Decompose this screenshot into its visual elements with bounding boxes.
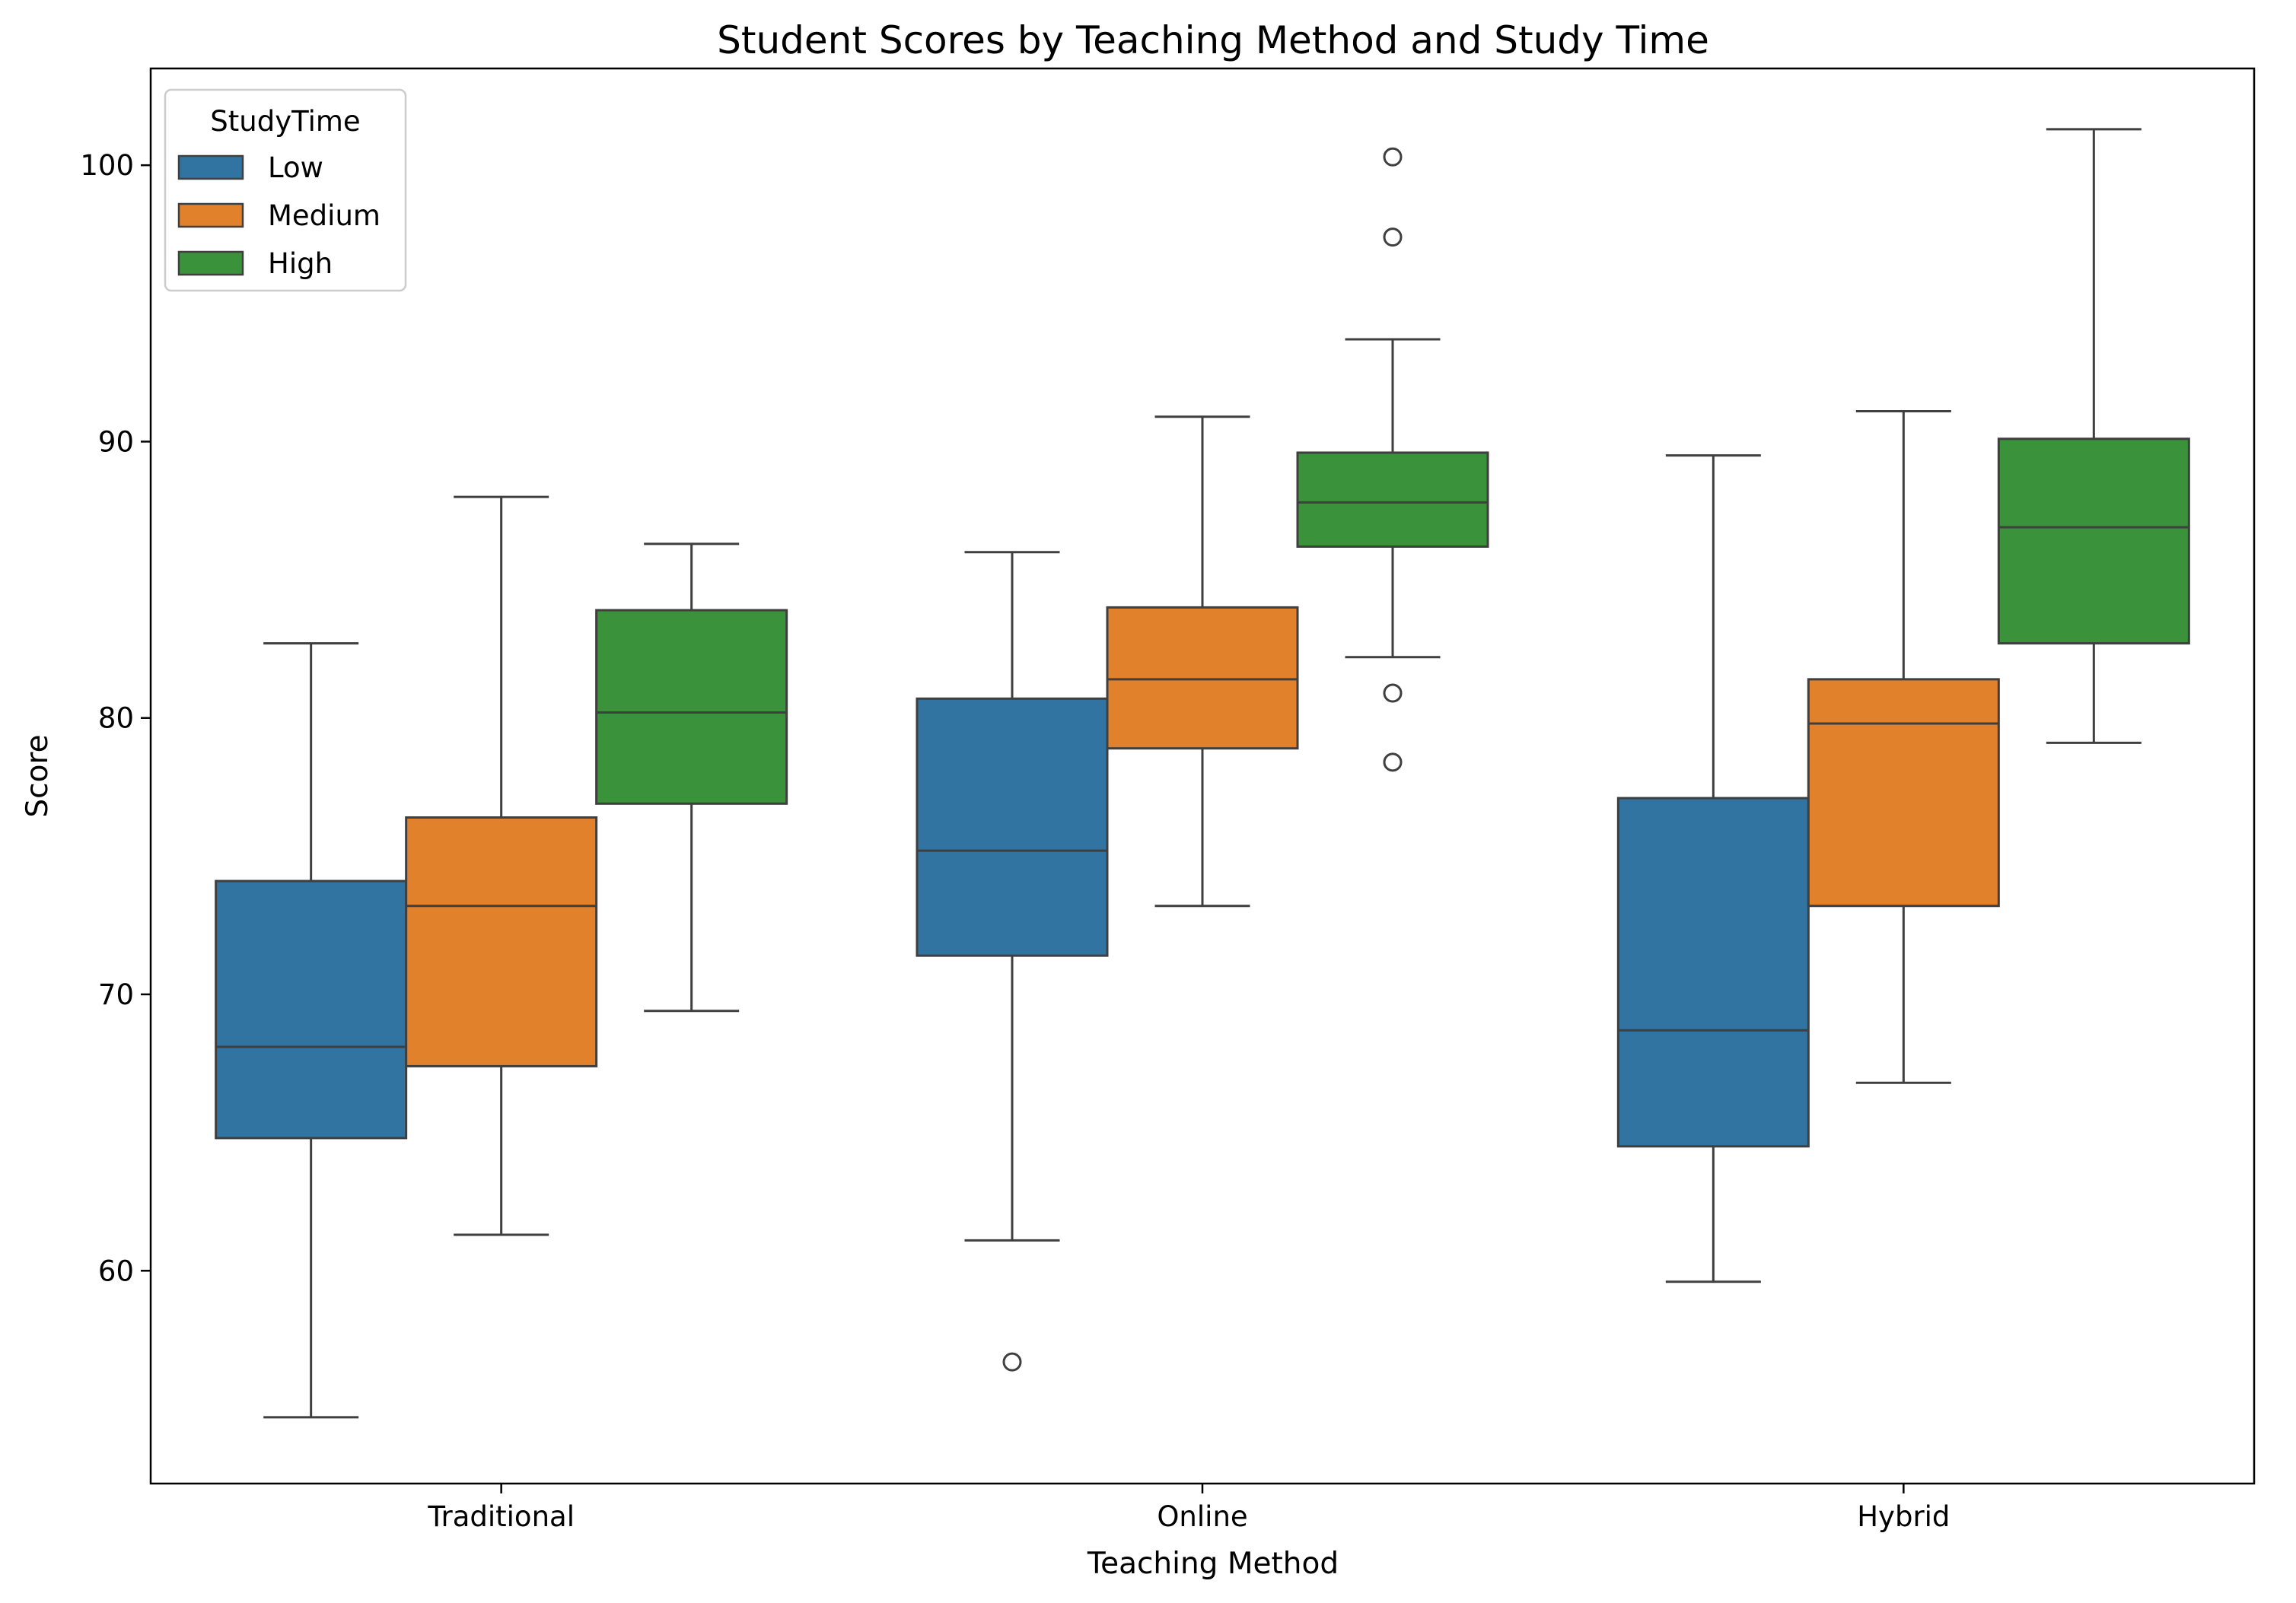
outlier-point xyxy=(1383,752,1403,772)
legend-label-medium: Medium xyxy=(268,199,381,232)
legend-items: Low Medium High xyxy=(177,151,381,280)
y-tick-label: 100 xyxy=(80,149,134,182)
outlier-point xyxy=(1383,227,1403,247)
iqr-box xyxy=(1807,678,2000,908)
x-tick-label: Online xyxy=(1157,1500,1247,1533)
iqr-box xyxy=(1106,606,1299,750)
legend-title: StudyTime xyxy=(210,105,360,138)
legend-label-high: High xyxy=(268,247,333,280)
iqr-box xyxy=(1616,797,1810,1148)
box-high-hybrid xyxy=(1997,128,2190,744)
iqr-box xyxy=(405,816,598,1067)
legend: StudyTime Low Medium High xyxy=(164,88,407,292)
legend-swatch-medium xyxy=(177,202,244,228)
y-tick-label: 90 xyxy=(98,425,134,458)
box-low-online xyxy=(916,551,1109,1372)
box-low-hybrid xyxy=(1616,454,1810,1283)
box-medium-hybrid xyxy=(1807,409,2000,1084)
outlier-point xyxy=(1383,147,1403,167)
legend-swatch-low xyxy=(177,154,244,180)
box-high-traditional xyxy=(595,542,788,1013)
y-axis-label: Score xyxy=(21,734,55,817)
x-tick-label: Traditional xyxy=(427,1500,575,1533)
box-medium-online xyxy=(1106,415,1299,908)
iqr-box xyxy=(215,879,408,1140)
legend-swatch-high xyxy=(177,250,244,276)
iqr-box xyxy=(1997,437,2190,645)
x-tick-label: Hybrid xyxy=(1857,1500,1950,1533)
iqr-box xyxy=(916,697,1109,957)
y-axis: 60 70 80 90 100 xyxy=(80,149,151,1287)
y-tick-label: 60 xyxy=(98,1255,134,1287)
box-low-traditional xyxy=(215,642,408,1419)
y-tick-label: 70 xyxy=(98,978,134,1011)
iqr-box xyxy=(595,609,788,805)
box-high-online xyxy=(1296,147,1489,772)
outlier-point xyxy=(1002,1352,1022,1372)
chart-title: Student Scores by Teaching Method and St… xyxy=(717,18,1709,62)
outlier-point xyxy=(1383,683,1403,703)
x-axis: Traditional Online Hybrid xyxy=(427,1484,1950,1533)
box-medium-traditional xyxy=(405,495,598,1236)
legend-label-low: Low xyxy=(268,151,323,184)
legend-frame xyxy=(164,88,407,292)
iqr-box xyxy=(1296,451,1489,548)
y-tick-label: 80 xyxy=(98,702,134,735)
x-axis-label: Teaching Method xyxy=(1087,1547,1339,1581)
box-group xyxy=(215,128,2190,1419)
